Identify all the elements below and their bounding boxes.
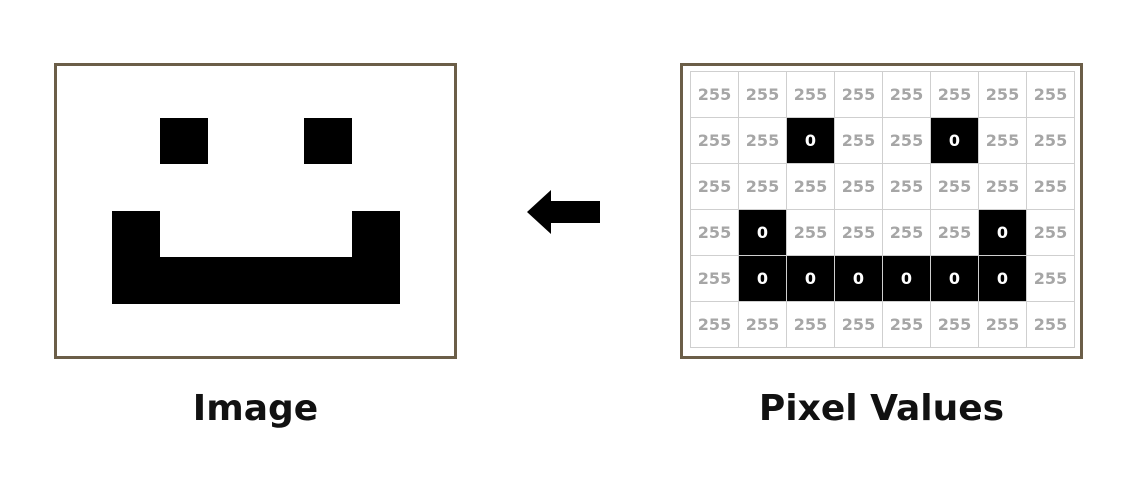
pixel-value-cell: 255 — [691, 118, 739, 164]
mouth-left-corner-block — [112, 211, 160, 258]
pixel-value-cell: 255 — [979, 302, 1027, 348]
pixel-values-caption: Pixel Values — [758, 388, 1005, 429]
pixel-value-cell: 255 — [739, 164, 787, 210]
right-eye-block — [304, 118, 352, 164]
pixel-value-cell: 255 — [787, 210, 835, 256]
pixel-value-cell: 255 — [691, 164, 739, 210]
pixel-value-cell: 255 — [787, 302, 835, 348]
pixel-value-cell: 255 — [883, 118, 931, 164]
pixel-value-cell: 255 — [883, 164, 931, 210]
pixel-value-cell: 255 — [835, 118, 883, 164]
pixel-value-cell: 255 — [1027, 210, 1075, 256]
pixel-value-cell: 0 — [787, 118, 835, 164]
pixel-value-cell: 0 — [883, 256, 931, 302]
image-caption: Image — [192, 388, 319, 429]
pixel-value-cell: 255 — [979, 118, 1027, 164]
pixel-value-cell: 255 — [691, 210, 739, 256]
pixel-value-cell: 255 — [691, 256, 739, 302]
pixel-value-cell: 0 — [835, 256, 883, 302]
pixel-value-cell: 255 — [931, 164, 979, 210]
image-panel — [54, 63, 457, 359]
mouth-bottom-block — [112, 257, 400, 304]
pixel-value-cell: 255 — [1027, 118, 1075, 164]
pixel-value-cell: 255 — [835, 210, 883, 256]
pixel-value-cell: 255 — [691, 302, 739, 348]
pixel-value-cell: 0 — [739, 256, 787, 302]
pixel-value-cell: 0 — [931, 256, 979, 302]
pixel-value-cell: 255 — [1027, 164, 1075, 210]
pixel-value-cell: 0 — [979, 210, 1027, 256]
pixel-value-cell: 255 — [931, 72, 979, 118]
pixel-value-cell: 255 — [787, 164, 835, 210]
pixel-value-cell: 0 — [787, 256, 835, 302]
left-eye-block — [160, 118, 208, 164]
pixel-value-cell: 255 — [835, 302, 883, 348]
pixel-value-cell: 255 — [739, 302, 787, 348]
pixel-value-grid: 255 255 255 255 255 255 255 255 255 255 0 255 255 0 25… — [690, 71, 1075, 348]
pixel-value-cell: 0 — [979, 256, 1027, 302]
pixel-value-cell: 255 — [883, 302, 931, 348]
pixel-value-cell: 255 — [1027, 72, 1075, 118]
pixel-value-cell: 255 — [835, 164, 883, 210]
pixel-value-cell: 0 — [739, 210, 787, 256]
pixel-value-cell: 255 — [1027, 302, 1075, 348]
pixel-value-cell: 255 — [931, 210, 979, 256]
mouth-right-corner-block — [352, 211, 400, 258]
pixel-value-cell: 255 — [883, 72, 931, 118]
pixel-value-cell: 255 — [1027, 256, 1075, 302]
pixel-values-panel: 255 255 255 255 255 255 255 255 255 255 0 255 255 0 25… — [680, 63, 1083, 359]
pixel-value-cell: 255 — [835, 72, 883, 118]
pixel-value-cell: 255 — [883, 210, 931, 256]
pixel-value-cell: 255 — [979, 72, 1027, 118]
pixel-value-cell: 0 — [931, 118, 979, 164]
pixel-value-cell: 255 — [979, 164, 1027, 210]
pixel-value-cell: 255 — [691, 72, 739, 118]
left-arrow-icon — [527, 190, 600, 234]
pixel-value-cell: 255 — [931, 302, 979, 348]
pixel-value-cell: 255 — [787, 72, 835, 118]
pixel-value-cell: 255 — [739, 118, 787, 164]
pixel-value-cell: 255 — [739, 72, 787, 118]
